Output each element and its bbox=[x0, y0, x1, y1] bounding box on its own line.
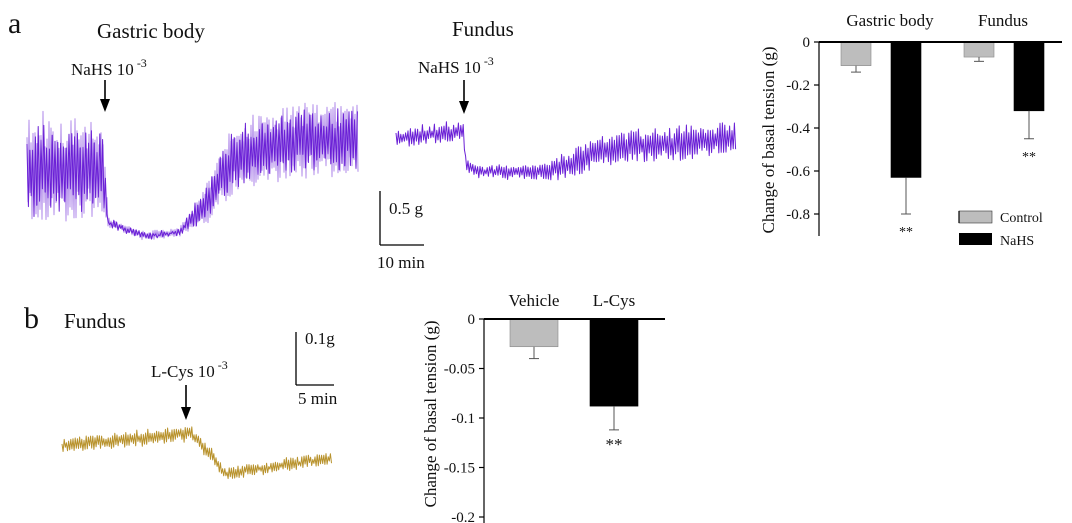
chart-a-ytick-label: -0.2 bbox=[786, 78, 810, 94]
significance-marker: ** bbox=[1022, 150, 1036, 165]
bar-control-1 bbox=[963, 41, 995, 58]
significance-marker: ** bbox=[899, 225, 913, 240]
bar-control-0 bbox=[840, 41, 872, 66]
legend-swatch-control bbox=[958, 210, 993, 224]
trace-title-fundus-b: Fundus bbox=[64, 309, 126, 333]
chart-a-ytick-label: -0.4 bbox=[786, 121, 810, 137]
legend-swatch-nahs bbox=[959, 233, 992, 245]
panel-a-label: a bbox=[8, 7, 21, 40]
trace-title-fundus: Fundus bbox=[452, 17, 514, 41]
chart-a-ylabel: Change of basal tension (g) bbox=[759, 47, 778, 234]
chart-a-legend: Control NaHS bbox=[958, 210, 1043, 249]
chart-b-ytick-label: -0.15 bbox=[444, 461, 475, 477]
bar-nahs-0 bbox=[890, 41, 922, 178]
bar-vehicle bbox=[509, 318, 559, 348]
bar-nahs-1 bbox=[1013, 41, 1045, 112]
chart-b-ytick-label: -0.2 bbox=[451, 510, 475, 523]
arrow-down-icon bbox=[181, 385, 191, 420]
scale-bar-b bbox=[295, 332, 334, 386]
legend-label-control: Control bbox=[1000, 211, 1043, 226]
scalebar-x-label-a: 10 min bbox=[377, 253, 425, 272]
scalebar-x-label-b: 5 min bbox=[298, 389, 338, 408]
trace-fundus-nahs bbox=[395, 121, 737, 181]
chart-b-bars: Change of basal tension (g) 0 -0.05 -0.1 -0… bbox=[421, 291, 665, 523]
trace-fundus-lcys bbox=[61, 426, 332, 480]
arrow-down-icon bbox=[459, 80, 469, 114]
arrow-down-icon bbox=[100, 80, 110, 112]
chart-a-ytick-label: -0.6 bbox=[786, 164, 810, 180]
bar-l-cys bbox=[589, 318, 639, 407]
chart-b-ylabel: Change of basal tension (g) bbox=[421, 321, 440, 508]
stimulus-label-nahs-2: NaHS 10 -3 bbox=[418, 54, 494, 77]
legend-label-nahs: NaHS bbox=[1000, 234, 1034, 249]
significance-marker: ** bbox=[606, 435, 623, 454]
stimulus-label-lcys: L-Cys 10 -3 bbox=[151, 358, 228, 381]
trace-title-gastric-body: Gastric body bbox=[97, 19, 205, 43]
chart-a-ytick-label: -0.8 bbox=[786, 207, 810, 223]
chart-b-ytick-label: -0.1 bbox=[451, 411, 475, 427]
chart-b-category-label: L-Cys bbox=[593, 291, 636, 310]
chart-b-ytick-label: 0 bbox=[468, 312, 476, 328]
scale-bar-a bbox=[379, 191, 424, 246]
chart-b-ytick-label: -0.05 bbox=[444, 362, 475, 378]
stimulus-label-nahs-1: NaHS 10 -3 bbox=[71, 56, 147, 79]
scalebar-y-label-b: 0.1g bbox=[305, 329, 335, 348]
chart-a-bars: Change of basal tension (g) 0 -0.2 -0.4 -0.… bbox=[759, 11, 1062, 249]
panel-b-label: b bbox=[24, 302, 39, 335]
scalebar-y-label-a: 0.5 g bbox=[389, 199, 424, 218]
chart-b-category-label: Vehicle bbox=[509, 291, 560, 310]
chart-a-group-label: Gastric body bbox=[846, 11, 934, 30]
chart-a-ytick-label: 0 bbox=[803, 35, 811, 51]
chart-a-group-label: Fundus bbox=[978, 11, 1028, 30]
trace-gastric-body bbox=[26, 108, 358, 240]
